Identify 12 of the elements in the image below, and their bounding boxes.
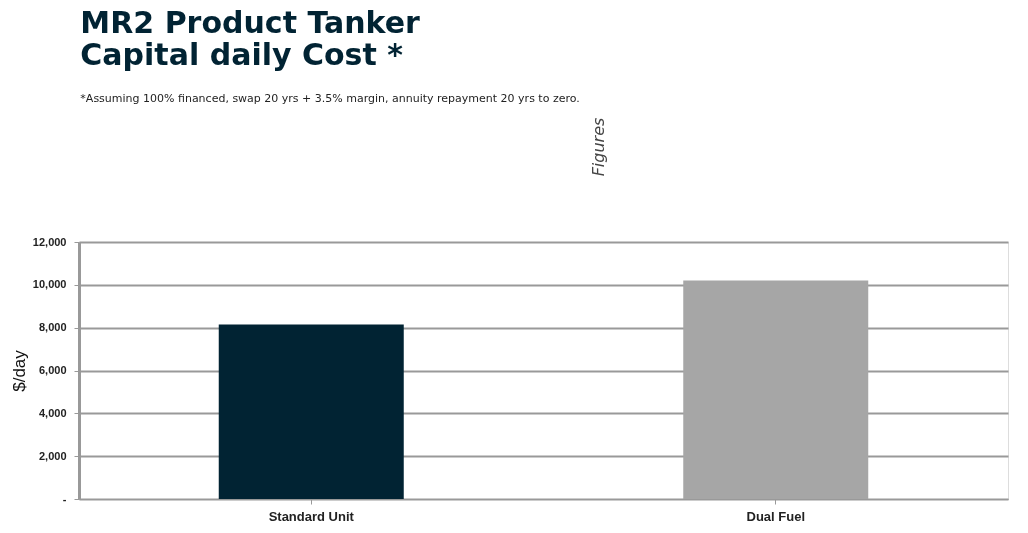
- x-tick-label: Dual Fuel: [746, 508, 806, 524]
- x-tick-label: Standard Unit: [268, 508, 355, 524]
- y-tick-label: 8,000: [38, 321, 67, 334]
- y-tick-label: 4,000: [38, 406, 67, 419]
- chart-subtitle: *Assuming 100% financed, swap 20 yrs + 3.5% margin, annuity repayment 20 yrs to zero.: [80, 91, 580, 105]
- text: Figures: [589, 117, 608, 177]
- y-tick-label: 12,000: [32, 235, 67, 248]
- y-tick-label: 10,000: [32, 278, 67, 291]
- y-tick-label: 2,000: [38, 449, 67, 462]
- y-tick-label: 6,000: [38, 364, 67, 376]
- y-tick-label: -: [62, 492, 67, 505]
- y-axis-title: $/day: [9, 349, 29, 392]
